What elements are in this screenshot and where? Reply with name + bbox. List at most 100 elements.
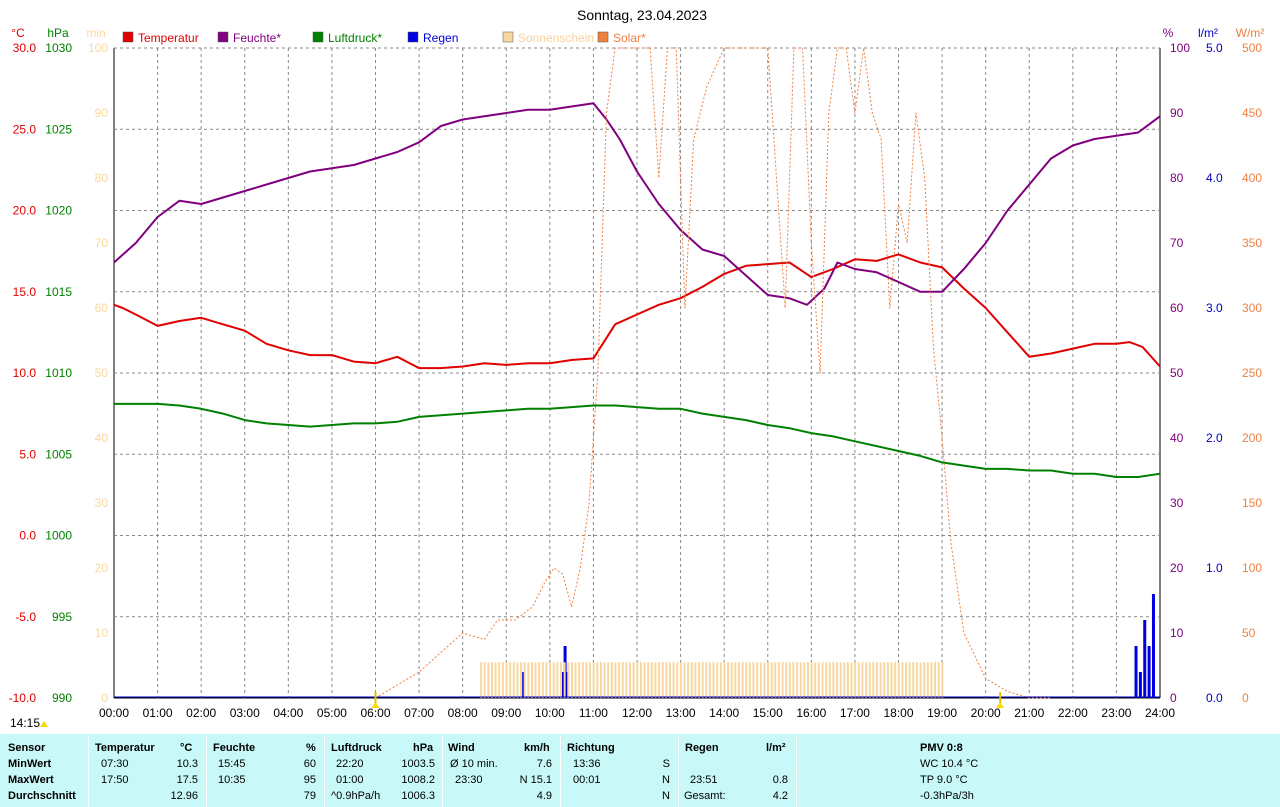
rain-tick-label: 2.0 [1206, 431, 1223, 445]
pressure-unit-label: hPa [47, 26, 69, 40]
x-tick-label: 19:00 [927, 706, 957, 720]
axis-unit-labels: °C hPa min% l/m² W/m² [11, 26, 1264, 40]
x-tick-label: 09:00 [491, 706, 521, 720]
sunshine-bar [498, 662, 501, 698]
sunshine-bar [705, 662, 708, 698]
sunshine-bar [934, 662, 937, 698]
sunshine-bar [552, 662, 555, 698]
sunshine-bar [886, 662, 889, 698]
sunshine-bar [480, 662, 483, 698]
weather-chart: Sonntag, 23.04.2023 Temperatur Feuchte* Lu… [9, 7, 1265, 730]
sunshine-bar [574, 662, 577, 698]
sunshine-bar [926, 662, 929, 698]
sunshine-bar [875, 662, 878, 698]
sunshine-tick-label: 100 [88, 41, 108, 55]
sunshine-bar [530, 662, 533, 698]
sunshine-bar [683, 662, 686, 698]
sunshine-bar [541, 662, 544, 698]
sunshine-bar [694, 662, 697, 698]
humidity-tick-label: 60 [1170, 301, 1184, 315]
header-humidity: Feuchte [213, 742, 256, 754]
legend-swatch [312, 31, 324, 43]
wind-max-time: 23:30 [455, 774, 483, 786]
sunshine-tick-label: 50 [95, 366, 109, 380]
temperature-tick-label: -10.0 [9, 691, 37, 705]
sunshine-bar [821, 662, 824, 698]
rain-tick-label: 4.0 [1206, 171, 1223, 185]
sunshine-bar [712, 662, 715, 698]
sunshine-bar [621, 662, 624, 698]
sunshine-bar [839, 662, 842, 698]
temp-max: 17.5 [176, 774, 198, 786]
humidity-tick-label: 20 [1170, 561, 1184, 575]
sunshine-bar [806, 662, 809, 698]
statistics-panel: Sensor MinWert MaxWert Durchschnitt Temp… [0, 734, 1280, 807]
pmv-trend: -0.3hPa/3h [920, 790, 974, 802]
sunshine-bar [810, 662, 813, 698]
x-tick-label: 04:00 [273, 706, 303, 720]
temp-avg: 12.96 [170, 790, 198, 802]
sunshine-bar [661, 662, 664, 698]
sunshine-bar [836, 662, 839, 698]
humidity-tick-label: 30 [1170, 496, 1184, 510]
sunshine-bar [665, 662, 668, 698]
series-line-luftdruck [114, 402, 1161, 478]
sunshine-tick-label: 60 [95, 301, 109, 315]
sunshine-bar [708, 662, 711, 698]
wind-avg10: 7.6 [536, 758, 552, 770]
sunshine-bar [919, 662, 922, 698]
sunshine-bar [861, 662, 864, 698]
x-tick-label: 15:00 [753, 706, 783, 720]
sunshine-bar [625, 662, 628, 698]
temperature-tick-label: 10.0 [13, 366, 37, 380]
sunshine-bar [923, 662, 926, 698]
sunshine-bar [770, 662, 773, 698]
legend-label: Temperatur [138, 31, 199, 45]
pressure-tick-label: 1025 [45, 122, 72, 136]
header-temperature: Temperatur [95, 742, 155, 754]
temperature-tick-label: 20.0 [13, 204, 37, 218]
sunshine-bar [730, 662, 733, 698]
wind-max: N 15.1 [519, 774, 552, 786]
sunshine-bar [799, 662, 802, 698]
x-tick-label: 16:00 [796, 706, 826, 720]
sunshine-bar [828, 662, 831, 698]
time-markers: 14:15 [10, 692, 1005, 730]
sunshine-bar [581, 662, 584, 698]
sunshine-bar [589, 662, 592, 698]
sunshine-bar [701, 662, 704, 698]
legend-label: Luftdruck* [328, 31, 382, 45]
header-pressure: Luftdruck [331, 742, 382, 754]
rain-max-time: 23:51 [690, 774, 718, 786]
sunshine-bar [941, 662, 944, 698]
sunshine-bar [668, 662, 671, 698]
pressure-tick-label: 1030 [45, 41, 72, 55]
sunshine-bar [883, 662, 886, 698]
x-tick-label: 06:00 [360, 706, 390, 720]
sunshine-bar [905, 662, 908, 698]
row-label-max: MaxWert [8, 774, 54, 786]
legend-swatch [122, 31, 134, 43]
temperature-unit-label: °C [11, 26, 25, 40]
sunshine-tick-label: 30 [95, 496, 109, 510]
pressure-tick-label: 1010 [45, 366, 72, 380]
sunshine-bar [654, 662, 657, 698]
temperature-tick-label: -5.0 [15, 610, 36, 624]
sunshine-bar [592, 662, 595, 698]
header-wind-unit: km/h [524, 742, 550, 754]
sunshine-tick-label: 90 [95, 106, 109, 120]
header-temperature-unit: °C [180, 742, 193, 754]
rain-bar [1138, 672, 1142, 698]
sunshine-bar [930, 662, 933, 698]
temp-min: 10.3 [176, 758, 198, 770]
wind-avg: 4.9 [536, 790, 552, 802]
temp-min-time: 07:30 [101, 758, 129, 770]
rain-tick-label: 5.0 [1206, 41, 1223, 55]
axis-ticks: 00:00 01:00 02:00 03:00 04:00 05:00 06:00 07:00… [9, 41, 1263, 720]
sunshine-bar [767, 662, 770, 698]
temp-max-time: 17:50 [101, 774, 129, 786]
chart-title: Sonntag, 23.04.2023 [577, 7, 707, 23]
dir-2: N [662, 774, 670, 786]
x-tick-label: 17:00 [840, 706, 870, 720]
sunshine-bar [614, 662, 617, 698]
